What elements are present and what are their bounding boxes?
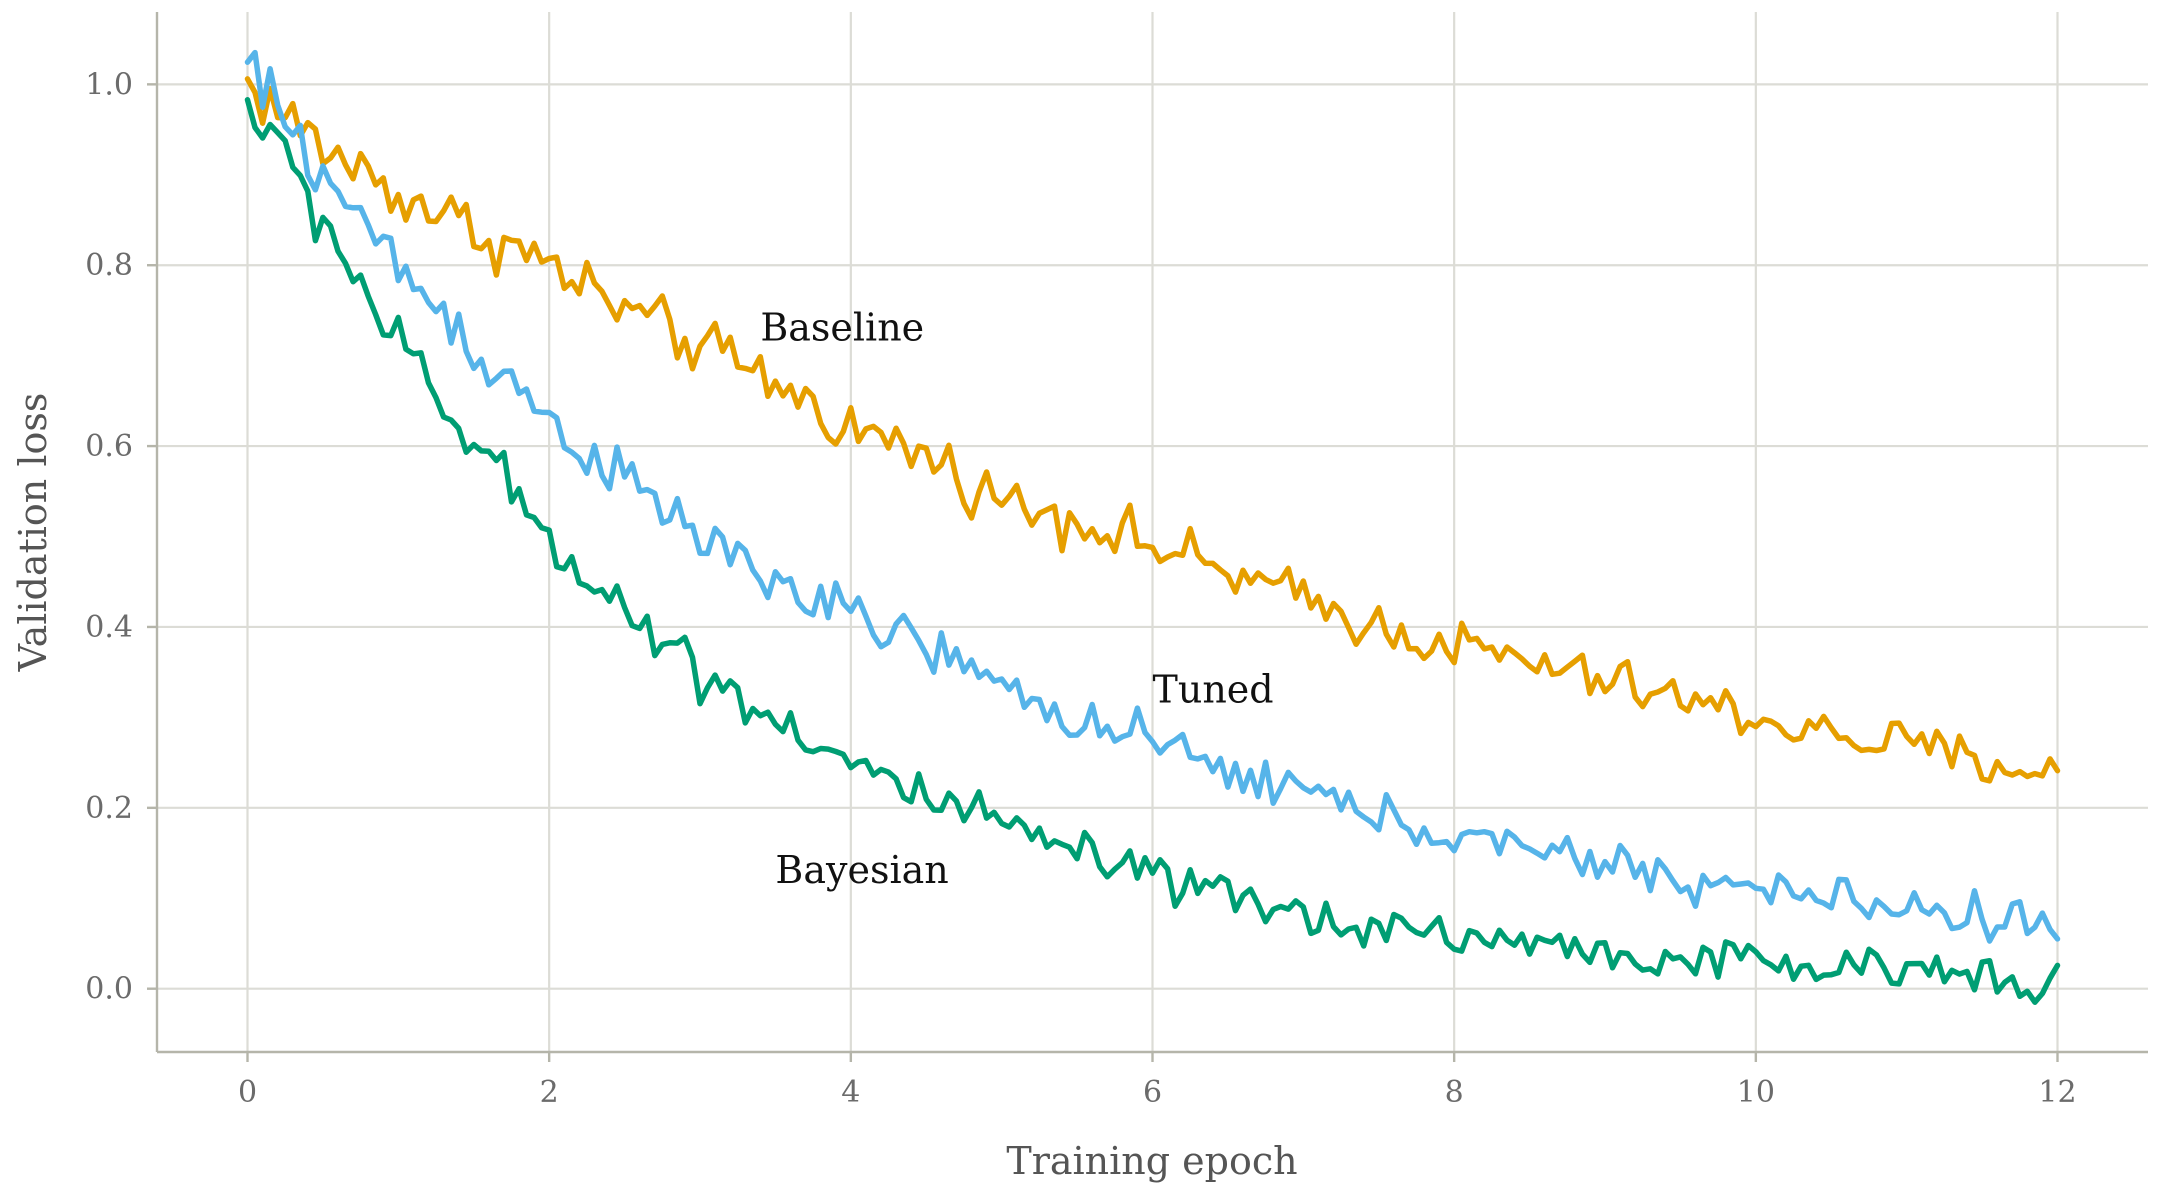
y-tick-label: 0.8 [85, 248, 133, 283]
y-tick-label: 0.0 [85, 972, 133, 1007]
y-axis-title: Validation loss [11, 393, 55, 673]
y-tick-label: 0.2 [85, 791, 133, 826]
x-tick-label: 2 [540, 1075, 559, 1110]
series-label-tuned: Tuned [1153, 667, 1274, 711]
y-tick-label: 0.4 [85, 610, 133, 645]
series-line-tuned [244, 49, 2061, 944]
series-labels: Baseline Tuned Bayesian [760, 306, 1273, 893]
ticks: 0 2 4 6 8 10 12 0.0 0.2 0.4 0.6 0.8 1.0 [85, 67, 2076, 1110]
series [244, 49, 2061, 1005]
y-tick-label: 0.6 [85, 429, 133, 464]
series-label-baseline: Baseline [760, 306, 924, 350]
series-label-bayesian: Bayesian [775, 848, 948, 892]
x-tick-label: 8 [1445, 1075, 1464, 1110]
series-line-bayesian [244, 97, 2061, 1005]
x-tick-label: 0 [238, 1075, 257, 1110]
x-tick-label: 4 [841, 1075, 860, 1110]
series-line-baseline [244, 76, 2061, 784]
x-tick-label: 6 [1143, 1075, 1162, 1110]
grid [157, 12, 2148, 1052]
y-tick-label: 1.0 [85, 67, 133, 102]
x-axis-title: Training epoch [1006, 1139, 1297, 1183]
x-tick-label: 10 [1737, 1075, 1775, 1110]
x-tick-label: 12 [2038, 1075, 2076, 1110]
